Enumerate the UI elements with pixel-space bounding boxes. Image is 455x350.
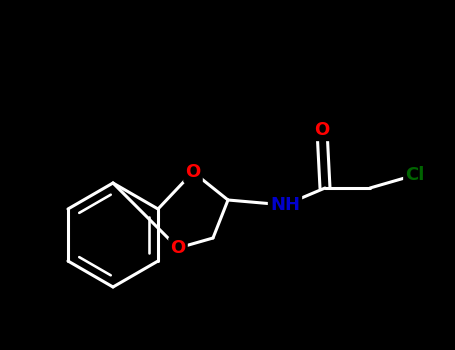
Text: NH: NH bbox=[270, 196, 300, 214]
Text: O: O bbox=[314, 121, 329, 139]
Text: Cl: Cl bbox=[405, 166, 425, 184]
Text: O: O bbox=[170, 239, 186, 257]
Text: O: O bbox=[185, 163, 201, 181]
